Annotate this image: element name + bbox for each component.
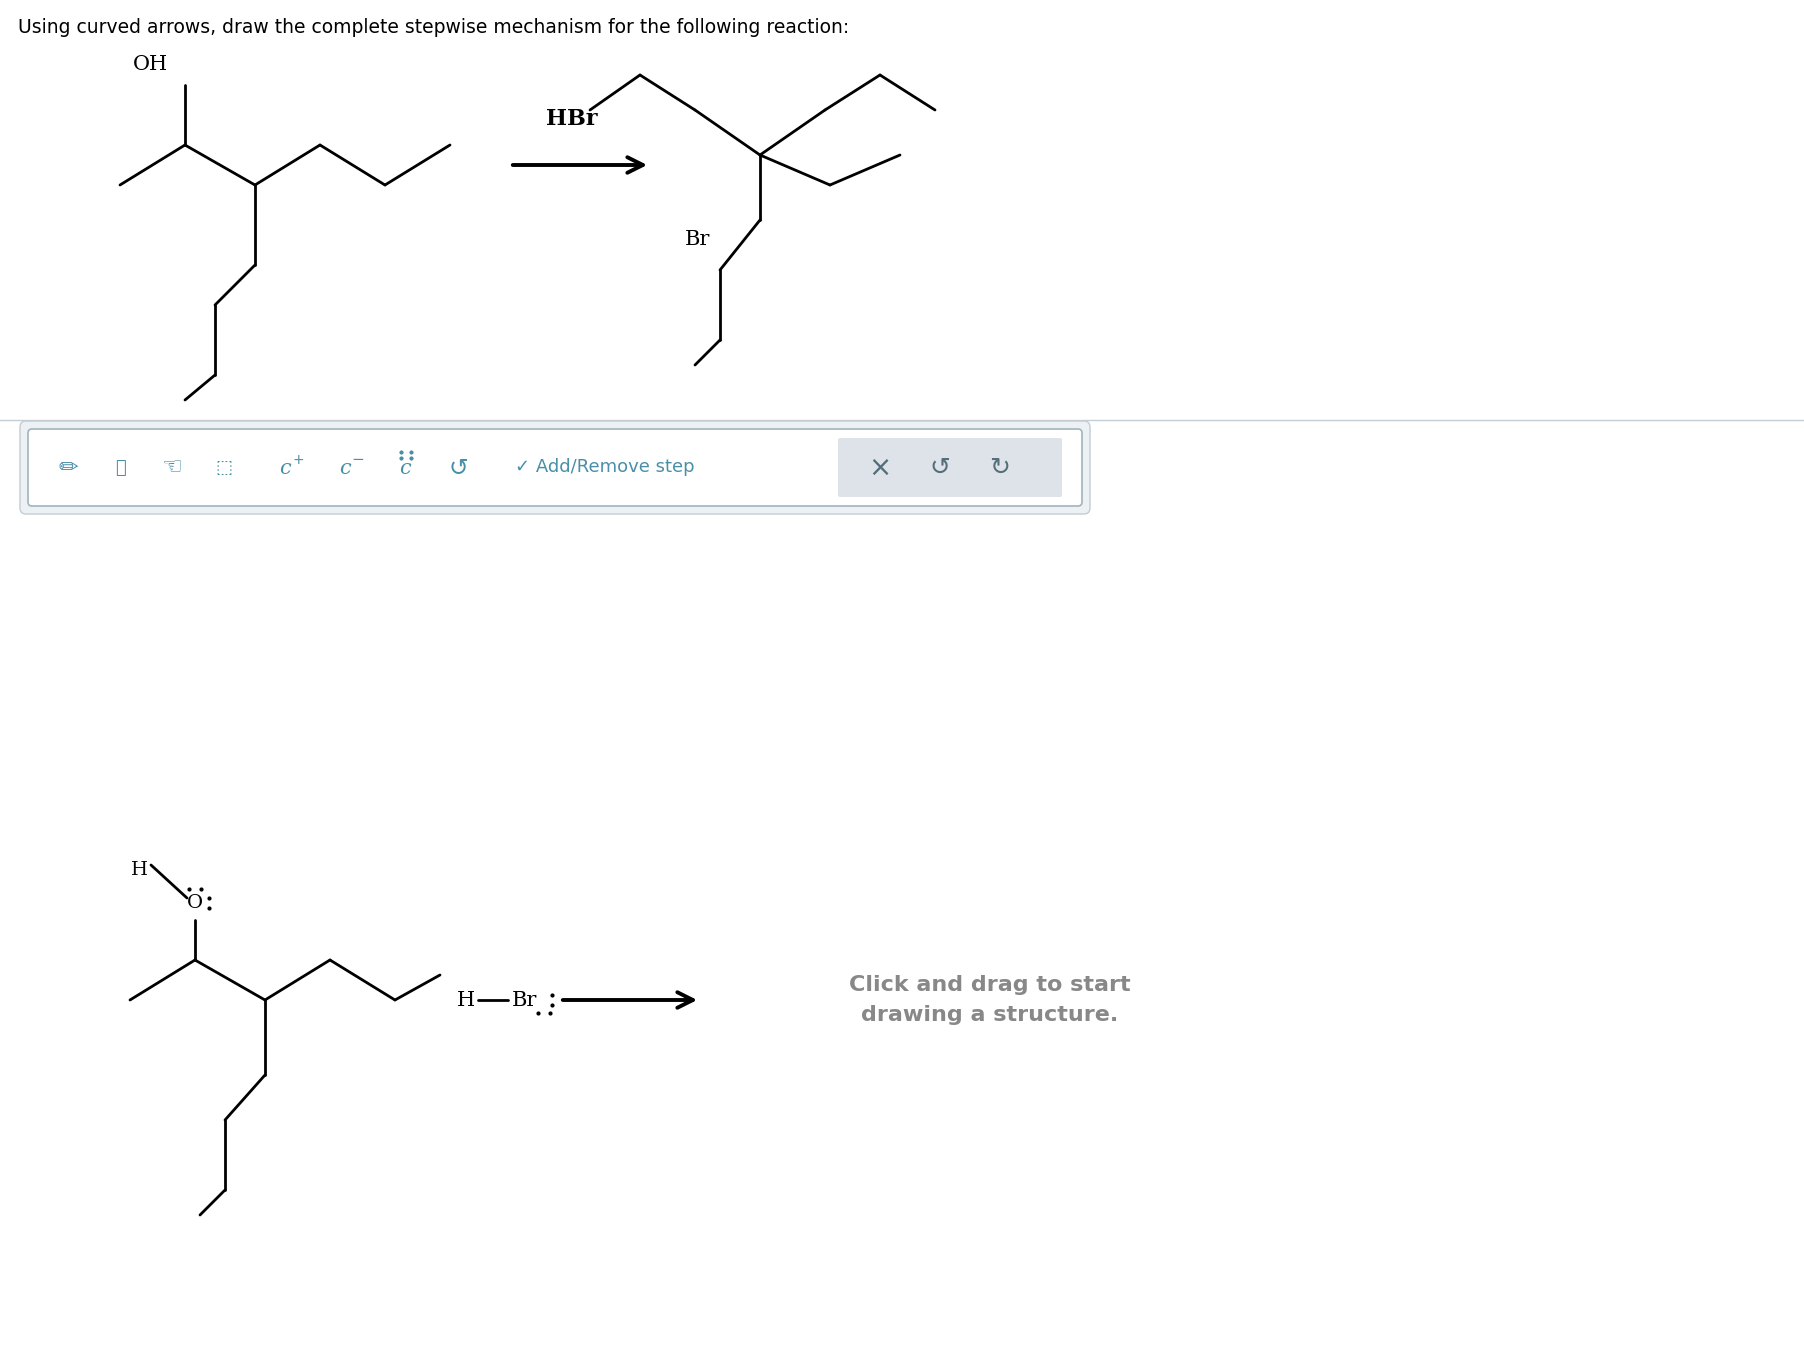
FancyBboxPatch shape (29, 429, 1082, 507)
Text: ✓ Add/Remove step: ✓ Add/Remove step (516, 459, 695, 477)
Text: c: c (280, 459, 290, 478)
Text: ✏: ✏ (58, 455, 78, 479)
FancyBboxPatch shape (20, 421, 1090, 513)
Text: Br: Br (512, 990, 538, 1009)
Text: ⬚: ⬚ (215, 459, 233, 477)
Text: ×: × (868, 454, 891, 482)
Text: H: H (456, 990, 474, 1009)
Text: Click and drag to start
drawing a structure.: Click and drag to start drawing a struct… (850, 975, 1131, 1024)
Text: Using curved arrows, draw the complete stepwise mechanism for the following reac: Using curved arrows, draw the complete s… (18, 18, 850, 37)
Text: Br: Br (686, 230, 711, 249)
Text: +: + (292, 452, 303, 467)
Text: c: c (399, 459, 411, 478)
Text: ↻: ↻ (990, 455, 1010, 479)
Text: HBr: HBr (547, 108, 597, 129)
Text: O: O (188, 893, 204, 913)
Text: ↺: ↺ (929, 455, 951, 479)
FancyBboxPatch shape (839, 439, 1063, 497)
Text: OH: OH (132, 54, 168, 74)
Text: ⬜: ⬜ (115, 459, 124, 477)
Text: c: c (339, 459, 350, 478)
Text: −: − (352, 452, 364, 467)
Text: ↺: ↺ (447, 455, 467, 479)
Text: ☜: ☜ (161, 455, 182, 479)
Text: H: H (132, 861, 148, 878)
